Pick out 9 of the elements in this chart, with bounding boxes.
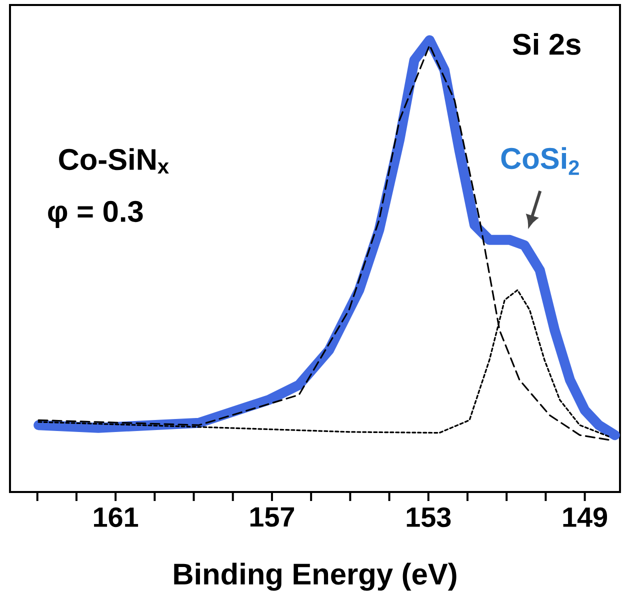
annotation: CoSi$_{2}$ [501,147,579,175]
x-tick-label: 161 [94,507,138,528]
x-tick-label: 153 [406,507,451,528]
annotation: Co-SiN$_{x}$ [59,148,169,174]
annotation: φ = 0.3 [48,200,143,228]
x-tick-label: 149 [563,507,608,528]
x-axis-title: Binding Energy (eV) [174,562,456,591]
annotation: Si 2s [512,32,580,55]
x-tick-label: 157 [250,507,294,527]
